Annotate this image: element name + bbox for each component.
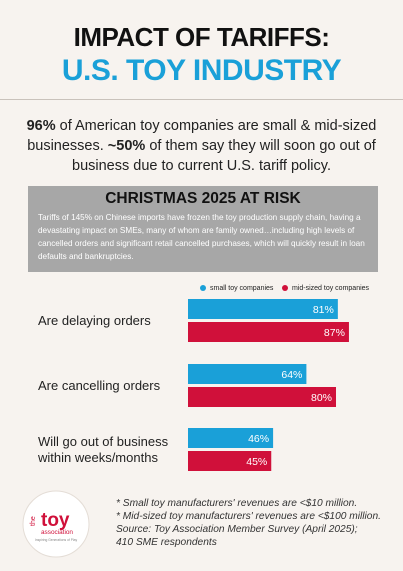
bar-small-2 <box>188 428 274 448</box>
bar-small-1 <box>188 364 307 384</box>
christmas-risk-panel: CHRISTMAS 2025 AT RISK Tariffs of 145% o… <box>28 186 378 272</box>
legend-item-small: small toy companies <box>200 281 273 295</box>
footnote-source: Source: Toy Association Member Survey (A… <box>116 524 358 535</box>
page-title: IMPACT OF TARIFFS: <box>73 22 330 52</box>
lead-stat-96: 96% <box>26 118 56 134</box>
category-label-line: Are delaying orders <box>38 312 151 328</box>
footnotes: * Small toy manufacturers' revenues are … <box>116 497 396 549</box>
bar-small-0 <box>188 299 338 319</box>
lead-stat-50: ~50% <box>107 138 146 154</box>
chart-legend: small toy companies mid-sized toy compan… <box>200 281 400 295</box>
logo-tagline: Inspiring Generations of Play <box>35 538 78 542</box>
bar-label-small-2: 46% <box>248 433 269 445</box>
bar-label-small-0: 81% <box>313 304 334 316</box>
category-label-1: Are cancelling orders <box>38 378 188 394</box>
legend-label-small: small toy companies <box>210 284 274 292</box>
legend-label-mid: mid-sized toy companies <box>292 284 370 292</box>
divider <box>0 99 403 100</box>
bar-mid-1 <box>188 387 336 407</box>
category-label-line: within weeks/months <box>38 449 158 465</box>
bar-mid-2 <box>188 451 272 471</box>
bar-mid-0 <box>188 322 349 342</box>
category-label-line: Will go out of business <box>38 433 169 449</box>
category-label-2: Will go out of business within weeks/mont… <box>38 434 188 466</box>
lead-paragraph: 96% of American toy companies are small … <box>20 116 383 176</box>
logo-word-association: association <box>41 529 73 536</box>
bar-label-mid-1: 80% <box>311 392 332 404</box>
page-subtitle: U.S. TOY INDUSTRY <box>61 54 342 87</box>
panel-body: Tariffs of 145% on Chinese imports have … <box>38 213 365 261</box>
lead-text-2: of them say they will soon go out of bus… <box>72 138 376 174</box>
category-label-0: Are delaying orders <box>38 313 188 329</box>
bar-label-small-1: 64% <box>281 369 302 381</box>
header: IMPACT OF TARIFFS: U.S. TOY INDUSTRY <box>0 0 403 98</box>
footnote-small: * Small toy manufacturers' revenues are … <box>116 498 358 509</box>
footnote-mid: * Mid-sized toy manufacturers' revenues … <box>116 511 381 522</box>
toy-association-logo: the toy association Inspiring Generation… <box>22 490 90 558</box>
logo-word-the: the <box>30 516 37 526</box>
panel-title: CHRISTMAS 2025 AT RISK <box>105 190 301 207</box>
legend-swatch-mid <box>282 285 288 291</box>
footnote-respondents: 410 SME respondents <box>116 537 217 548</box>
logo-word-toy: toy <box>41 510 70 531</box>
lead-text-1: of American toy companies are small & mi… <box>27 118 377 154</box>
bar-label-mid-2: 45% <box>246 456 267 468</box>
legend-item-mid: mid-sized toy companies <box>282 281 369 295</box>
category-label-line: Are cancelling orders <box>38 377 161 393</box>
bar-label-mid-0: 87% <box>324 327 345 339</box>
legend-swatch-small <box>200 285 206 291</box>
bar-chart: 81% 87% 64% 80% 46% 45% <box>188 299 349 471</box>
